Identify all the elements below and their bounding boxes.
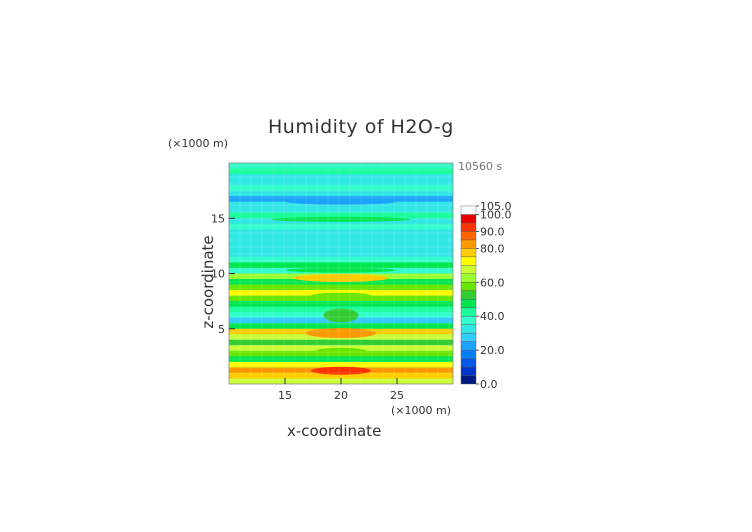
colorbar-swatch xyxy=(460,248,477,258)
band-strip xyxy=(229,212,453,219)
contour-feature xyxy=(293,273,389,282)
band-strip xyxy=(229,207,453,213)
contour-feature xyxy=(311,366,371,375)
band-strip xyxy=(229,323,453,329)
x-unit-label: (×1000 m) xyxy=(391,404,452,417)
y-unit-label: (×1000 m) xyxy=(168,137,229,150)
y-tick-label: 15 xyxy=(211,212,225,225)
colorbar-label: 20.0 xyxy=(480,344,505,357)
colorbar-swatch xyxy=(460,231,477,241)
contour-feature xyxy=(306,328,376,339)
axes: 15 20 25 5 10 15 xyxy=(211,162,454,402)
contour-feature xyxy=(271,216,411,222)
colorbar-swatch xyxy=(460,375,477,385)
band-strip xyxy=(229,174,453,180)
contour-feature xyxy=(286,198,396,205)
x-tick-label: 25 xyxy=(390,389,404,402)
colorbar-swatch xyxy=(460,265,477,275)
colorbar-label: 90.0 xyxy=(480,225,505,238)
contour-feature xyxy=(286,267,396,273)
colorbar-label: 100.0 xyxy=(480,208,512,221)
colorbar-swatch xyxy=(460,256,477,266)
colorbar-swatch xyxy=(460,315,477,325)
band-strip xyxy=(229,168,453,175)
x-tick-label: 20 xyxy=(334,389,348,402)
chart-title: Humidity of H2O-g xyxy=(268,116,454,138)
band-strip xyxy=(229,223,453,230)
colorbar-label: 80.0 xyxy=(480,242,505,255)
colorbar-swatch xyxy=(460,273,477,283)
band-strip xyxy=(229,339,453,346)
colorbar-swatch xyxy=(460,358,477,368)
band-strip xyxy=(229,301,453,307)
colorbar-swatch xyxy=(460,341,477,351)
colorbar-swatch xyxy=(460,290,477,300)
y-tick-label: 5 xyxy=(218,323,225,336)
colorbar-swatch xyxy=(460,214,477,224)
band-strip xyxy=(229,262,453,268)
band-strip xyxy=(229,179,453,186)
band-strip xyxy=(229,185,453,191)
band-strip xyxy=(229,163,453,169)
time-label: 10560 s xyxy=(458,160,503,173)
colorbar-label: 40.0 xyxy=(480,310,505,323)
band-strip xyxy=(229,256,453,263)
colorbar-label: 60.0 xyxy=(480,276,505,289)
colorbar-swatch xyxy=(460,332,477,342)
band-strip xyxy=(229,284,453,291)
colorbar-label: 105.0 xyxy=(480,200,512,213)
colorbar-swatch xyxy=(460,282,477,291)
contour-feature xyxy=(311,292,371,299)
colorbar-swatch xyxy=(460,349,477,359)
colorbar-swatch xyxy=(460,324,477,334)
contour-feature xyxy=(323,308,359,323)
plot-area xyxy=(228,162,453,384)
colorbar-swatch xyxy=(460,366,477,376)
y-tick-label: 10 xyxy=(211,268,225,281)
band-strip xyxy=(229,356,453,362)
colorbar-swatch xyxy=(460,299,477,308)
colorbar-label: 0.0 xyxy=(480,378,498,391)
colorbar-swatch xyxy=(460,239,477,249)
x-tick-label: 15 xyxy=(278,389,292,402)
band-strip xyxy=(229,240,453,246)
x-axis-label: x-coordinate xyxy=(287,422,382,440)
contour-feature xyxy=(316,347,366,354)
band-strip xyxy=(229,361,453,368)
band-strip xyxy=(229,372,453,379)
colorbar-swatch xyxy=(460,307,477,317)
colorbar-swatch xyxy=(460,205,477,215)
colorbar-swatch xyxy=(460,222,477,232)
